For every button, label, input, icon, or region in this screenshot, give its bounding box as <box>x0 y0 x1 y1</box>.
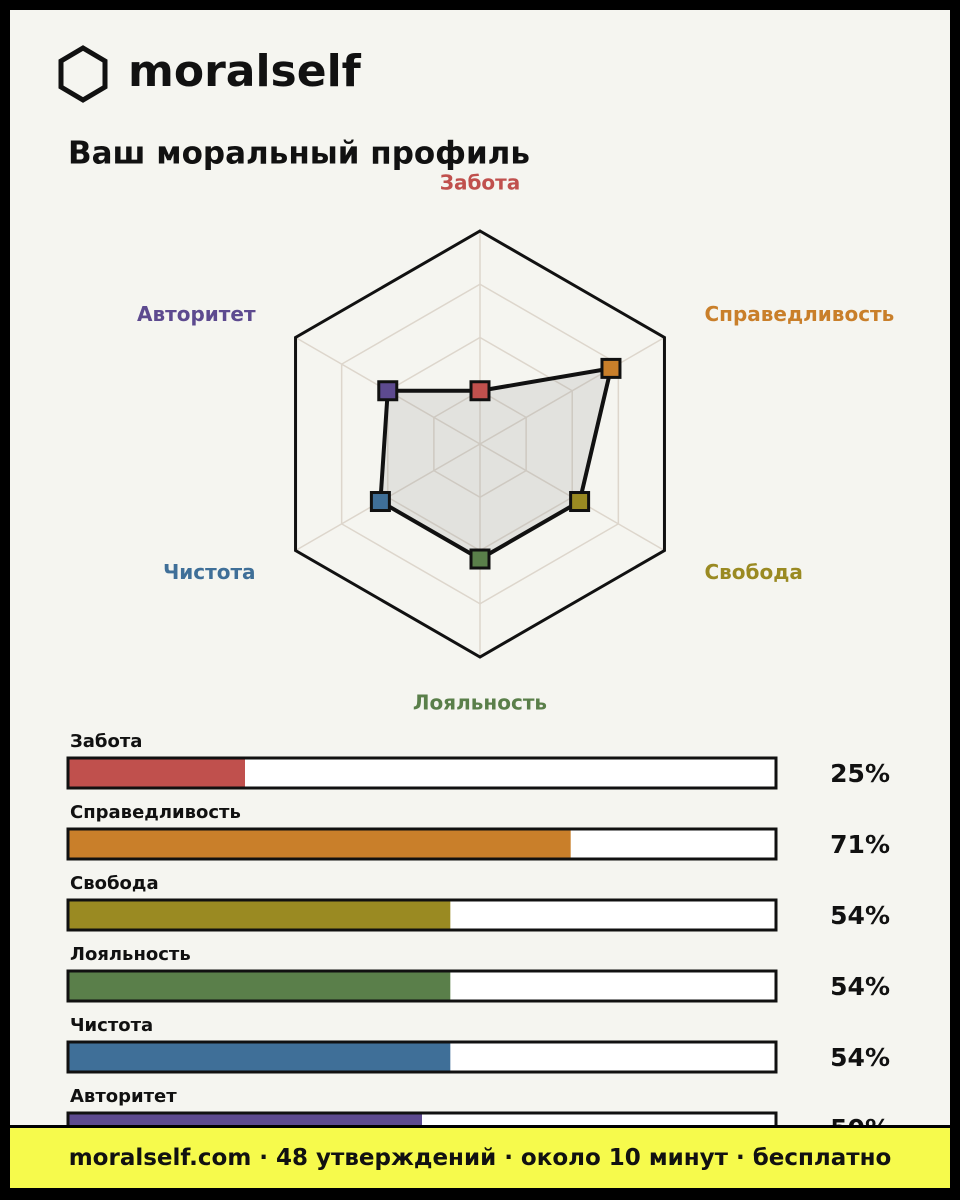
bar-border <box>66 827 778 861</box>
radar-point <box>469 548 491 570</box>
grid-ring <box>433 389 527 499</box>
axis-label: Лояльность <box>413 691 547 715</box>
bar-label: Справедливость <box>70 802 241 823</box>
bar-label: Лояльность <box>70 944 191 965</box>
chart: moralself Ваш моральный профиль Забота Сп… <box>58 45 894 1145</box>
radar-point <box>569 491 591 513</box>
value-label: 54% <box>830 901 890 930</box>
bar-border <box>66 898 778 932</box>
value-label: 71% <box>830 830 890 859</box>
card: moralself Ваш моральный профиль Забота Сп… <box>10 10 950 1190</box>
bar <box>68 971 451 1001</box>
bar <box>68 1042 451 1072</box>
logo-icon <box>58 45 108 103</box>
radar-point <box>469 380 491 402</box>
axis-label: Свобода <box>704 560 802 584</box>
bar-label: Свобода <box>70 873 159 894</box>
footer: moralself.com · 48 утверждений · около 1… <box>10 1125 950 1190</box>
value-label: 25% <box>830 759 890 788</box>
radar-point <box>600 357 622 379</box>
radar-point <box>377 380 399 402</box>
bar-border <box>66 969 778 1003</box>
bar-label: Авторитет <box>70 1086 177 1107</box>
bar-border <box>66 1040 778 1074</box>
bar-label: Чистота <box>70 1015 153 1036</box>
radar-point <box>369 491 391 513</box>
value-label: 54% <box>830 1043 890 1072</box>
radar-frame <box>294 229 666 659</box>
axis-label: Чистота <box>163 560 255 584</box>
bar <box>68 900 451 930</box>
bar-border <box>66 756 778 790</box>
bar <box>68 758 245 788</box>
bar <box>68 829 571 859</box>
radar-area <box>378 366 613 562</box>
logo: moralself <box>128 46 362 97</box>
bar-label: Забота <box>70 731 142 752</box>
axis-label: Авторитет <box>137 302 256 326</box>
value-label: 54% <box>830 972 890 1001</box>
title: Ваш моральный профиль <box>68 136 530 172</box>
axis-label: Забота <box>440 171 521 195</box>
axis-label: Справедливость <box>704 302 894 326</box>
